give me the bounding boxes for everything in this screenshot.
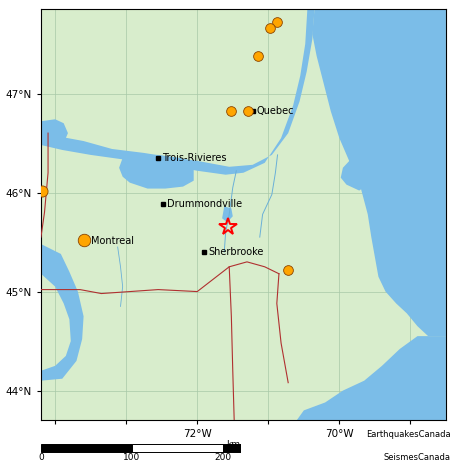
Text: Montreal: Montreal bbox=[91, 236, 134, 246]
Polygon shape bbox=[41, 119, 68, 143]
Text: Sherbrooke: Sherbrooke bbox=[208, 247, 263, 257]
Bar bbox=[132, 444, 223, 452]
Text: 200: 200 bbox=[214, 453, 232, 462]
Polygon shape bbox=[41, 244, 84, 381]
Polygon shape bbox=[41, 9, 314, 175]
Polygon shape bbox=[119, 155, 194, 189]
Polygon shape bbox=[389, 123, 402, 143]
Text: 100: 100 bbox=[123, 453, 141, 462]
Text: Quebec: Quebec bbox=[256, 106, 294, 116]
Text: Trois-Rivieres: Trois-Rivieres bbox=[162, 153, 226, 163]
Text: Drummondville: Drummondville bbox=[167, 199, 242, 209]
Polygon shape bbox=[366, 121, 384, 143]
Text: EarthquakesCanada: EarthquakesCanada bbox=[366, 430, 450, 439]
Text: 0: 0 bbox=[38, 453, 44, 462]
Polygon shape bbox=[341, 158, 371, 191]
Text: km: km bbox=[226, 439, 240, 449]
Polygon shape bbox=[312, 9, 446, 336]
Bar bbox=[223, 444, 241, 452]
Polygon shape bbox=[222, 206, 233, 222]
Text: SeismesCanada: SeismesCanada bbox=[384, 453, 450, 462]
Bar bbox=[41, 444, 132, 452]
Polygon shape bbox=[297, 336, 446, 420]
